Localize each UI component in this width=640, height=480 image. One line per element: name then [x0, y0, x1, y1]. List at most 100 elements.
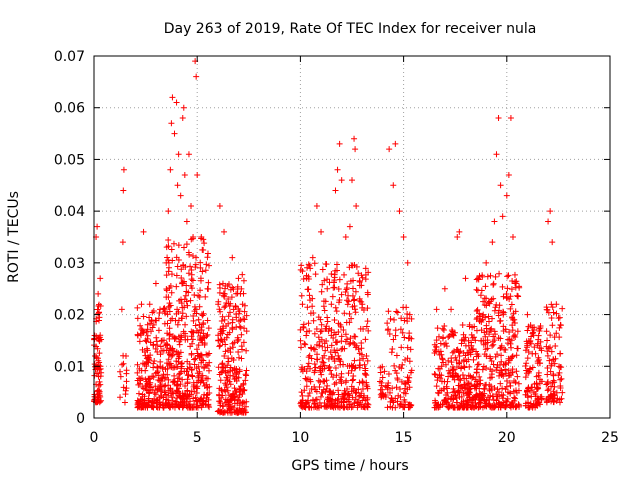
data-point — [134, 361, 141, 368]
data-point — [509, 353, 516, 360]
data-point — [388, 349, 395, 356]
data-point — [222, 396, 229, 403]
data-point — [338, 291, 345, 298]
data-point — [243, 328, 250, 335]
data-point — [121, 399, 128, 406]
data-point — [216, 343, 223, 350]
data-point — [346, 310, 353, 317]
data-point — [466, 363, 473, 370]
data-point — [204, 375, 211, 382]
y-tick-label: 0.05 — [54, 152, 85, 168]
data-point — [333, 372, 340, 379]
data-point — [120, 384, 127, 391]
data-point — [202, 267, 209, 274]
data-point — [441, 285, 448, 292]
data-point — [215, 337, 222, 344]
data-point — [135, 381, 142, 388]
data-point — [500, 308, 507, 315]
data-point — [180, 262, 187, 269]
data-point — [496, 270, 503, 277]
data-point — [509, 353, 516, 360]
data-point — [330, 374, 337, 381]
data-point — [482, 400, 489, 407]
data-point — [441, 396, 448, 403]
data-point — [152, 280, 159, 287]
data-point — [140, 228, 147, 235]
data-point — [378, 390, 385, 397]
x-tick-label: 5 — [193, 430, 202, 446]
data-point — [322, 403, 329, 410]
data-point — [432, 397, 439, 404]
data-point — [482, 283, 489, 290]
data-point — [547, 208, 554, 215]
data-point — [190, 404, 197, 411]
data-point — [323, 338, 330, 345]
data-point — [197, 277, 204, 284]
data-point — [534, 402, 541, 409]
data-point — [297, 326, 304, 333]
data-point — [555, 363, 562, 370]
data-point — [185, 151, 192, 158]
data-point — [159, 337, 166, 344]
data-point — [151, 389, 158, 396]
data-point — [524, 311, 531, 318]
data-point — [192, 355, 199, 362]
data-point — [406, 330, 413, 337]
data-point — [118, 306, 125, 313]
data-point — [183, 396, 190, 403]
data-point — [178, 275, 185, 282]
data-point — [332, 187, 339, 194]
data-point — [322, 347, 329, 354]
data-point — [329, 353, 336, 360]
data-point — [136, 365, 143, 372]
data-point — [507, 382, 514, 389]
data-point — [457, 365, 464, 372]
data-point — [204, 331, 211, 338]
data-point — [523, 360, 530, 367]
data-point — [222, 367, 229, 374]
data-point — [144, 401, 151, 408]
data-point — [311, 369, 318, 376]
data-point — [204, 317, 211, 324]
data-point — [508, 344, 515, 351]
data-point — [449, 349, 456, 356]
data-point — [455, 382, 462, 389]
data-point — [205, 279, 212, 286]
data-point — [310, 345, 317, 352]
data-point — [178, 360, 185, 367]
data-point — [305, 286, 312, 293]
data-point — [195, 292, 202, 299]
data-point — [431, 404, 438, 411]
data-point — [156, 385, 163, 392]
data-point — [204, 351, 211, 358]
data-point — [306, 328, 313, 335]
data-point — [157, 306, 164, 313]
data-point — [508, 301, 515, 308]
data-point — [462, 334, 469, 341]
data-point — [119, 239, 126, 246]
data-point — [317, 316, 324, 323]
data-point — [512, 280, 519, 287]
data-point — [328, 271, 335, 278]
data-point — [488, 296, 495, 303]
data-point — [338, 338, 345, 345]
data-point — [345, 370, 352, 377]
data-point — [435, 333, 442, 340]
data-point — [356, 357, 363, 364]
data-point — [550, 399, 557, 406]
data-point — [236, 318, 243, 325]
data-point — [547, 344, 554, 351]
data-point — [229, 393, 236, 400]
data-point — [364, 305, 371, 312]
data-point — [450, 389, 457, 396]
data-point — [502, 326, 509, 333]
data-point — [505, 171, 512, 178]
data-point — [234, 408, 241, 415]
data-point — [91, 391, 98, 398]
data-point — [356, 379, 363, 386]
data-point — [473, 378, 480, 385]
data-point — [486, 386, 493, 393]
data-point — [487, 326, 494, 333]
data-point — [495, 334, 502, 341]
data-point — [535, 354, 542, 361]
